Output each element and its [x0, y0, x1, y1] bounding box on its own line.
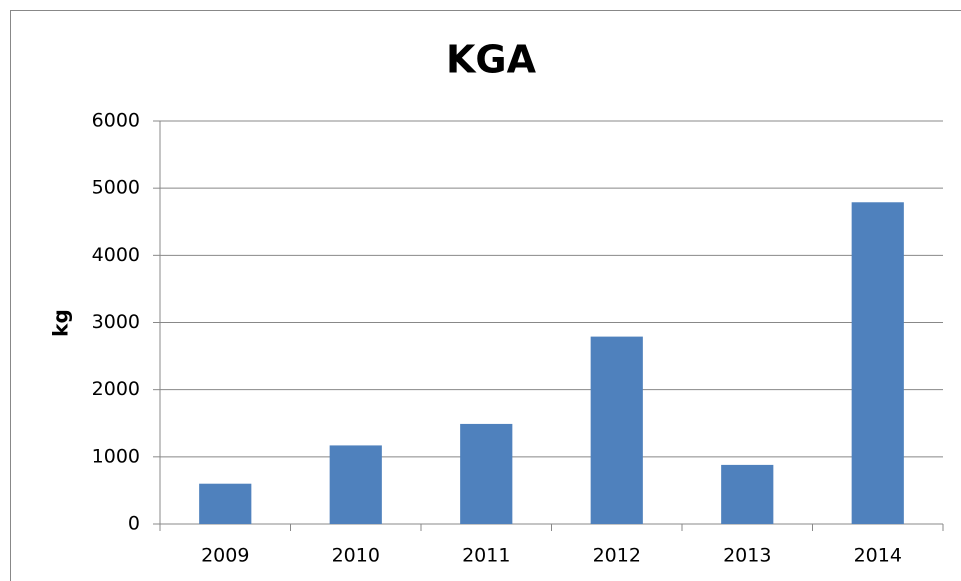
y-tick-label: 0 [128, 513, 140, 535]
x-tick-label: 2012 [593, 545, 641, 567]
y-tick-label: 2000 [92, 378, 140, 400]
bar [460, 423, 513, 524]
x-tick-label: 2014 [854, 545, 902, 567]
y-tick-label: 4000 [92, 244, 140, 266]
y-tick-label: 1000 [92, 445, 140, 467]
y-tick-label: 3000 [92, 311, 140, 333]
chart-title: KGA [446, 38, 537, 82]
x-tick-label: 2010 [332, 545, 380, 567]
y-axis-label: kg [49, 309, 73, 337]
y-tick-label: 6000 [92, 110, 140, 132]
y-tick-label: 5000 [92, 177, 140, 199]
bar [851, 202, 904, 524]
bar [721, 464, 774, 524]
bar [590, 336, 643, 524]
x-tick-label: 2011 [462, 545, 510, 567]
x-tick-label: 2013 [723, 545, 771, 567]
bar [199, 483, 252, 524]
bar [329, 445, 382, 524]
x-tick-label: 2009 [201, 545, 249, 567]
